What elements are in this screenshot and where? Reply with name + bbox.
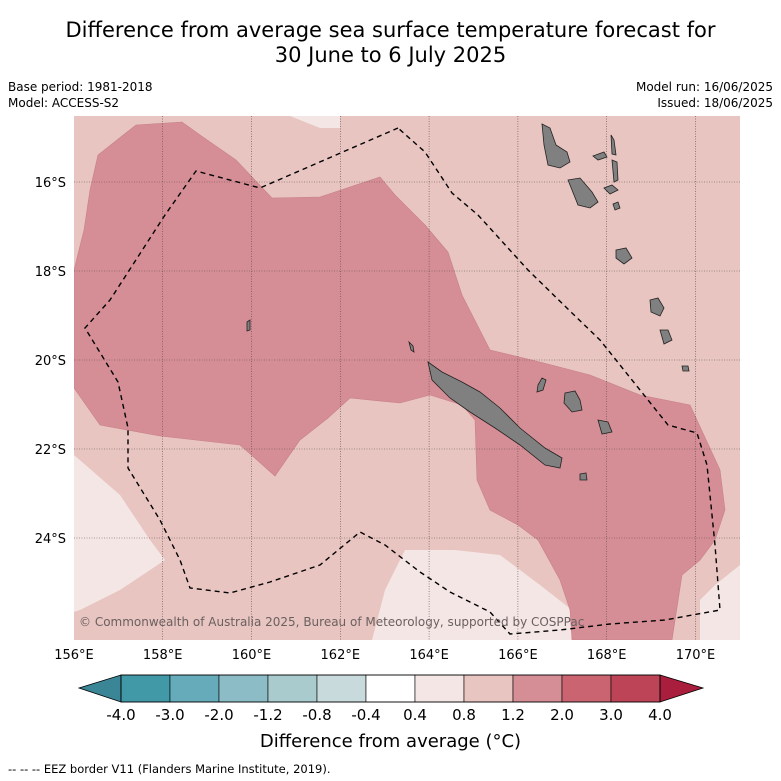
meta-left: Base period: 1981-2018 Model: ACCESS-S2 <box>8 79 153 111</box>
lat-label-24s: 24°S <box>35 532 66 547</box>
lat-label-20s: 20°S <box>35 354 66 369</box>
colorbar-swatches <box>120 674 661 703</box>
colorbar-swatch <box>316 674 367 703</box>
colorbar-tick-label: 3.0 <box>599 706 623 724</box>
new-caledonia-island <box>427 361 563 469</box>
maewo-island <box>610 134 617 156</box>
lon-label-162e: 162°E <box>321 648 361 663</box>
ambae-island <box>592 151 608 161</box>
colorbar-tick-label: -1.2 <box>253 706 282 724</box>
map-title: Difference from average sea surface temp… <box>0 18 781 68</box>
colorbar-swatch <box>267 674 318 703</box>
longitude-labels: 156°E 158°E 160°E 162°E 164°E 166°E 168°… <box>54 648 715 663</box>
colorbar-swatch <box>512 674 563 703</box>
colorbar-tick-label: 4.0 <box>648 706 672 724</box>
graticule <box>74 116 740 640</box>
colorbar-tick-label: -4.0 <box>106 706 135 724</box>
colorbar-title: Difference from average (°C) <box>259 731 522 752</box>
efate-island <box>615 247 633 265</box>
anomaly-band-0.8-1.2 <box>74 121 726 640</box>
title-line-2: 30 June to 6 July 2025 <box>274 43 507 67</box>
colorbar-swatch <box>218 674 269 703</box>
ouvea-island <box>536 377 547 393</box>
colorbar-swatch <box>365 674 416 703</box>
lat-label-16s: 16°S <box>35 176 66 191</box>
lifou-island <box>563 390 583 413</box>
colorbar-tick-label: -2.0 <box>204 706 233 724</box>
copyright-notice: © Commonwealth of Australia 2025, Bureau… <box>79 615 584 629</box>
lat-label-18s: 18°S <box>35 265 66 280</box>
isle-of-pines-island <box>579 472 588 481</box>
colorbar-tick-label: 0.4 <box>403 706 427 724</box>
anomaly-band-light-north <box>258 116 340 128</box>
latitude-labels: 16°S 18°S 20°S 22°S 24°S <box>35 176 66 547</box>
espiritu-santo-island <box>541 123 571 169</box>
eez-border <box>84 127 721 635</box>
lon-label-160e: 160°E <box>232 648 272 663</box>
model-run: Model run: 16/06/2025 <box>635 80 773 94</box>
colorbar-swatch <box>169 674 220 703</box>
land-masses <box>246 123 690 481</box>
malekula-island <box>567 177 599 209</box>
colorbar-tick-label: 1.2 <box>501 706 525 724</box>
tanna-island <box>659 329 673 345</box>
belep-islands <box>408 340 415 353</box>
colorbar-tick-label: -0.4 <box>351 706 380 724</box>
model-name: Model: ACCESS-S2 <box>8 96 120 110</box>
colorbar-swatch <box>610 674 661 703</box>
lon-label-156e: 156°E <box>54 648 94 663</box>
eez-legend-footer: -- -- -- EEZ border V11 (Flanders Marine… <box>8 762 331 776</box>
lon-label-168e: 168°E <box>587 648 627 663</box>
pentecost-island <box>611 159 619 183</box>
chesterfield-islands <box>246 319 251 332</box>
anomaly-band-light-southeast <box>700 565 740 640</box>
base-period: Base period: 1981-2018 <box>8 80 153 94</box>
colorbar-swatch <box>414 674 465 703</box>
lon-label-166e: 166°E <box>498 648 538 663</box>
erromango-island <box>649 297 665 317</box>
colorbar-swatch <box>120 674 171 703</box>
colorbar-tick-label: -3.0 <box>155 706 184 724</box>
colorbar-tick-label: 0.8 <box>452 706 476 724</box>
epi-island <box>612 201 621 211</box>
lon-label-170e: 170°E <box>676 648 716 663</box>
anomaly-band-light-south <box>372 550 575 640</box>
colorbar-extend-high <box>659 674 705 703</box>
colorbar-outline <box>120 674 661 703</box>
anomaly-band-light-west <box>74 455 165 612</box>
sst-anomaly-map <box>74 116 740 640</box>
lon-label-164e: 164°E <box>409 648 449 663</box>
ambrym-island <box>603 184 619 195</box>
colorbar: -4.0 -3.0 -2.0 -1.2 -0.8 -0.4 0.4 0.8 1.2 2.0 3.0 4… <box>77 674 705 724</box>
lon-label-158e: 158°E <box>143 648 183 663</box>
title-line-1: Difference from average sea surface temp… <box>65 18 716 42</box>
colorbar-labels: -4.0 -3.0 -2.0 -1.2 -0.8 -0.4 0.4 0.8 1.2 2.0 3.0 4… <box>106 706 672 724</box>
aneityum-island <box>681 365 690 372</box>
colorbar-extend-low <box>77 674 122 703</box>
colorbar-swatch <box>463 674 514 703</box>
colorbar-swatch <box>561 674 612 703</box>
meta-right: Model run: 16/06/2025 Issued: 18/06/2025 <box>636 79 773 111</box>
mare-island <box>597 419 613 435</box>
lat-label-22s: 22°S <box>35 443 66 458</box>
issued-date: Issued: 18/06/2025 <box>657 96 773 110</box>
colorbar-tick-label: -0.8 <box>302 706 331 724</box>
colorbar-tick-label: 2.0 <box>550 706 574 724</box>
